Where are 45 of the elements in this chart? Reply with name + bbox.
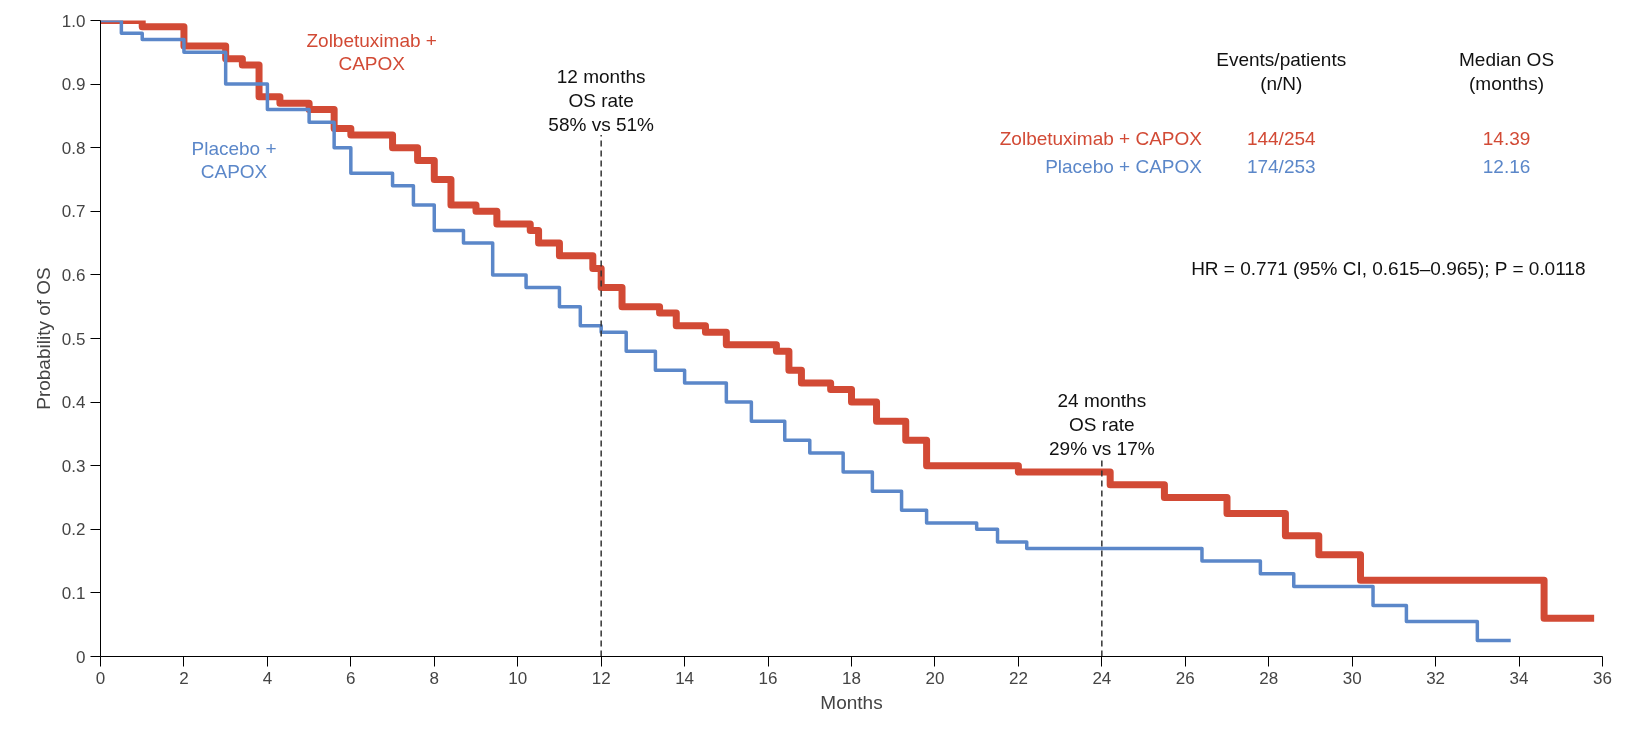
annotation: Zolbetuximab + CAPOX <box>999 127 1203 149</box>
y-tick-label: 0 <box>76 647 86 667</box>
y-tick-label: 0.2 <box>61 520 86 540</box>
y-tick-label: 0.1 <box>61 583 86 603</box>
y-tick-label: 0.5 <box>61 329 86 349</box>
annotation: Placebo + CAPOX <box>1045 156 1203 178</box>
y-tick-label: 0.9 <box>61 75 86 95</box>
x-tick-label: 10 <box>508 668 528 688</box>
x-tick-label: 36 <box>1593 668 1612 688</box>
y-tick-label: 0.8 <box>61 138 86 158</box>
y-tick-label: 1.0 <box>61 11 86 31</box>
series-label: Zolbetuximab + CAPOX <box>306 30 437 75</box>
x-tick-label: 8 <box>429 668 440 688</box>
x-tick-label: 14 <box>675 668 695 688</box>
x-tick-label: 28 <box>1259 668 1279 688</box>
x-tick-label: 20 <box>925 668 945 688</box>
annotation: Events/patients (n/N) <box>1216 49 1347 95</box>
annotation: 174/253 <box>1246 156 1316 178</box>
annotation: 24 months OS rate 29% vs 17% <box>1049 390 1155 460</box>
x-tick-label: 18 <box>842 668 861 688</box>
x-tick-label: 34 <box>1509 668 1529 688</box>
x-tick-label: 16 <box>758 668 778 688</box>
x-tick-label: 6 <box>346 668 356 688</box>
y-tick-label: 0.7 <box>61 202 86 222</box>
y-tick-label: 0.6 <box>61 265 86 285</box>
annotation: Median OS (months) <box>1459 49 1555 95</box>
x-tick-label: 2 <box>179 668 189 688</box>
y-tick-label: 0.4 <box>61 393 86 413</box>
x-tick-label: 30 <box>1342 668 1362 688</box>
annotation: 12 months OS rate 58% vs 51% <box>548 65 655 135</box>
x-tick-label: 22 <box>1008 668 1028 688</box>
annotation: 12.16 <box>1482 156 1531 178</box>
x-tick-label: 24 <box>1092 668 1112 688</box>
annotation: 14.39 <box>1482 127 1531 149</box>
x-tick-label: 32 <box>1426 668 1446 688</box>
x-tick-label: 12 <box>591 668 611 688</box>
annotation: HR = 0.771 (95% CI, 0.615–0.965); P = 0.0118 <box>1191 258 1586 280</box>
x-tick-label: 26 <box>1175 668 1195 688</box>
x-tick-label: 4 <box>262 668 273 688</box>
y-tick-label: 0.3 <box>61 456 86 476</box>
y-axis-title: Probability of OS <box>32 267 54 410</box>
x-tick-label: 0 <box>95 668 106 688</box>
x-axis-title: Months <box>820 691 883 713</box>
annotation: 144/254 <box>1246 127 1317 149</box>
series-label: Placebo + CAPOX <box>191 138 277 183</box>
